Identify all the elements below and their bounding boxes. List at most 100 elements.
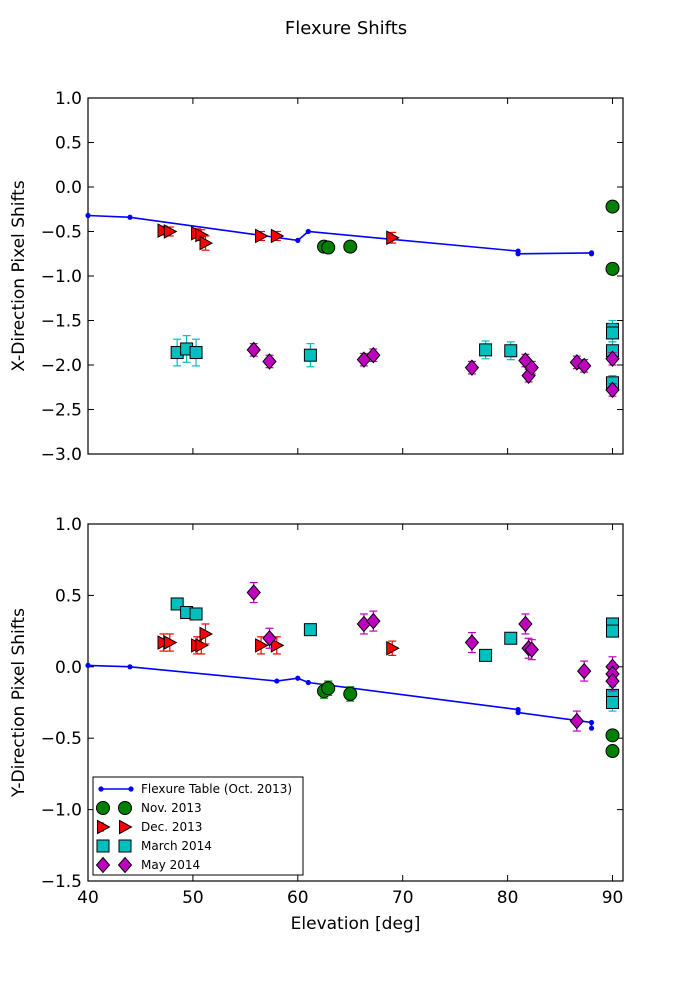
data-point xyxy=(321,681,336,696)
flexure-point xyxy=(295,675,301,681)
data-point xyxy=(262,629,277,647)
flexure-point xyxy=(305,679,311,686)
y-tick-label: −1.0 xyxy=(41,267,82,287)
data-point xyxy=(366,346,381,364)
legend-label: May 2014 xyxy=(141,858,200,872)
x-tick-label: 90 xyxy=(602,888,624,908)
x-tick-label: 60 xyxy=(287,888,309,908)
legend-marker xyxy=(118,801,132,815)
data-point xyxy=(199,235,214,251)
data-point xyxy=(524,641,539,658)
y-tick-label: −0.5 xyxy=(41,729,82,749)
legend-marker xyxy=(96,801,110,815)
data-point xyxy=(605,744,620,759)
data-point xyxy=(577,357,592,375)
data-point xyxy=(246,584,261,601)
y-tick-label: 0.0 xyxy=(55,178,82,198)
legend-marker xyxy=(95,856,111,874)
x-tick-label: 50 xyxy=(182,888,204,908)
data-point xyxy=(606,326,620,340)
data-point xyxy=(605,672,620,690)
data-point xyxy=(605,261,620,276)
data-point xyxy=(262,353,277,370)
legend-item: Dec. 2013 xyxy=(97,819,202,835)
data-point xyxy=(577,662,592,680)
flexure-point xyxy=(295,237,301,243)
flexure-point xyxy=(515,251,521,257)
data-point xyxy=(163,635,178,650)
data-point xyxy=(518,615,533,633)
data-point xyxy=(270,228,285,244)
legend-item: Nov. 2013 xyxy=(96,801,202,815)
series-3 xyxy=(157,623,400,656)
data-point xyxy=(195,638,209,653)
data-point xyxy=(504,631,518,645)
plot-frame xyxy=(87,97,624,455)
y-tick-label: −0.5 xyxy=(41,223,82,243)
data-point xyxy=(189,346,203,360)
data-point xyxy=(524,359,539,376)
flexure-line xyxy=(87,664,593,729)
series-1 xyxy=(85,662,595,731)
data-point xyxy=(199,626,214,642)
legend-item: May 2014 xyxy=(95,856,200,874)
y-tick-label: −1.0 xyxy=(41,801,82,821)
data-point xyxy=(343,686,358,701)
data-point xyxy=(163,224,178,239)
data-point xyxy=(270,638,285,653)
legend-label: March 2014 xyxy=(141,839,212,853)
data-point xyxy=(386,640,400,656)
flexure-point xyxy=(85,212,91,219)
y-tick-label: −1.5 xyxy=(41,872,82,892)
data-point xyxy=(189,607,203,621)
flexure-line xyxy=(87,214,593,255)
series-4 xyxy=(170,319,620,391)
data-point xyxy=(504,344,518,358)
data-point xyxy=(479,648,493,662)
flexure-point xyxy=(85,662,91,668)
x-tick-label: 40 xyxy=(77,888,99,908)
series-4 xyxy=(170,597,620,712)
flexure-point xyxy=(274,678,280,684)
y-tick-label: −2.5 xyxy=(41,401,82,421)
legend-marker xyxy=(118,839,132,853)
legend-label: Nov. 2013 xyxy=(141,801,202,815)
data-point xyxy=(386,230,400,246)
y-tick-label: −3.0 xyxy=(41,445,82,465)
plot-frame xyxy=(87,523,624,882)
data-point xyxy=(605,728,620,743)
data-point xyxy=(255,638,269,653)
x-tick-label: 80 xyxy=(497,888,519,908)
data-point xyxy=(464,634,480,651)
flexure-point xyxy=(588,251,595,257)
y-tick-label: 1.0 xyxy=(55,515,82,535)
x-tick-label: 70 xyxy=(392,888,414,908)
panel-1: −3.0 −2.5 −2.0 −1.5 −1.0 −0.5 0.0 0.5 1.0 X-Direc… xyxy=(9,89,624,465)
flexure-point xyxy=(588,719,595,726)
y-axis-label: X-Direction Pixel Shifts xyxy=(9,180,29,372)
legend-marker xyxy=(128,786,134,792)
data-point xyxy=(343,239,358,254)
data-point xyxy=(479,343,493,357)
figure-title: Flexure Shifts xyxy=(285,18,407,39)
data-point xyxy=(606,696,620,709)
y-tick-label: 0.5 xyxy=(55,134,82,154)
flexure-point xyxy=(127,214,133,220)
y-tick-label: 0.0 xyxy=(55,658,82,678)
legend-marker xyxy=(119,819,133,835)
data-point xyxy=(605,381,620,399)
legend-marker xyxy=(97,819,111,835)
series-5 xyxy=(246,341,620,399)
y-tick-label: −1.5 xyxy=(41,312,82,332)
data-point xyxy=(569,712,585,730)
flexure-point xyxy=(515,709,521,716)
legend-marker xyxy=(98,786,104,792)
legend-marker xyxy=(96,839,110,853)
flexure-point xyxy=(305,228,311,235)
series-3 xyxy=(157,223,400,251)
y-tick-label: 0.5 xyxy=(55,586,82,606)
legend-label: Dec. 2013 xyxy=(141,820,202,834)
y-tick-label: 1.0 xyxy=(55,89,82,109)
legend: Flexure Table (Oct. 2013) Nov. 2013 Dec. 2… xyxy=(92,776,304,876)
